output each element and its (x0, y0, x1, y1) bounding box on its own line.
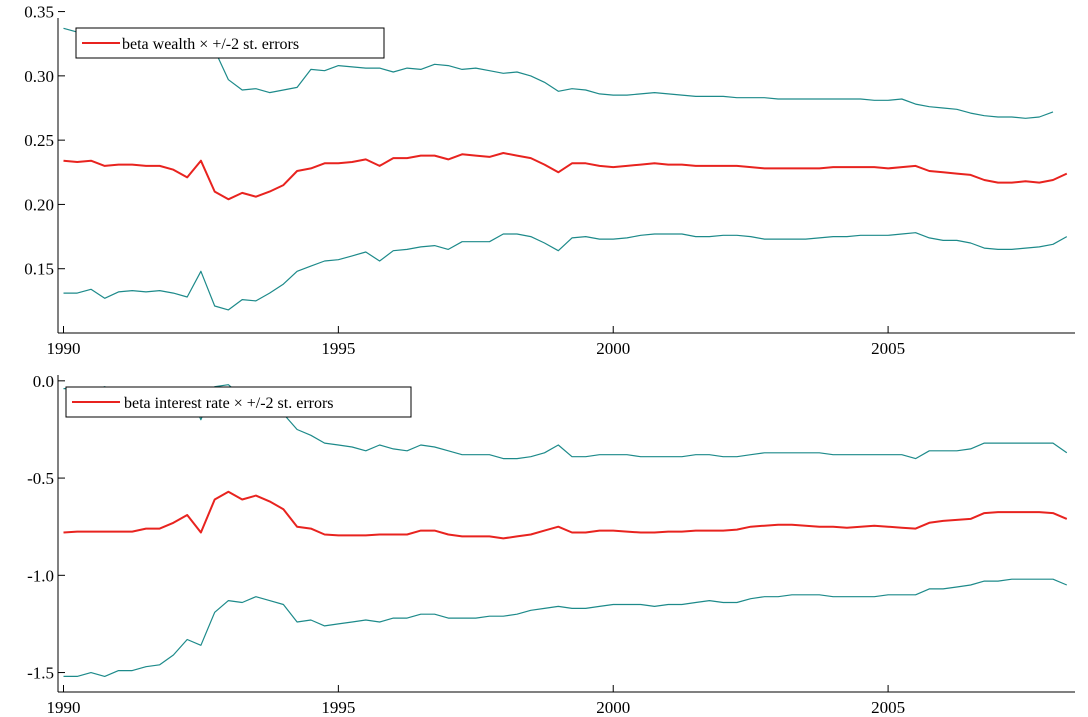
y-ticks: 0.15 0.20 0.25 0.30 0.35 (24, 3, 65, 279)
series-line-lower (63, 578, 1068, 678)
y-tick-label: 0.0 (33, 372, 54, 391)
y-tick-label: 0.15 (24, 260, 54, 279)
series-line-beta (63, 490, 1068, 540)
y-tick-label: 0.35 (24, 3, 54, 22)
legend-box (75, 27, 385, 59)
y-tick-label: 0.25 (24, 131, 54, 150)
y-tick-label: -1.0 (27, 566, 54, 585)
interest-rate-panel: -1.5 -1.0 -0.5 0.0 1990 1995 2000 2005 beta in… (27, 372, 1075, 717)
x-tick-label: 1995 (321, 698, 355, 717)
y-tick-label: 0.30 (24, 67, 54, 86)
y-tick-label: -1.5 (27, 664, 54, 683)
legend-box (65, 386, 412, 418)
y-ticks: -1.5 -1.0 -0.5 0.0 (27, 372, 65, 683)
legend-label: beta wealth × +/-2 st. errors (122, 36, 299, 53)
legend: beta interest rate × +/-2 st. errors (65, 386, 412, 418)
series-line-upper (63, 27, 1054, 119)
x-ticks: 1990 1995 2000 2005 (46, 326, 905, 358)
legend: beta wealth × +/-2 st. errors (75, 27, 385, 59)
series-lines (63, 384, 1068, 678)
series-line-beta (63, 152, 1068, 201)
x-tick-label: 2000 (596, 698, 630, 717)
series-line-lower (63, 232, 1068, 311)
y-tick-label: -0.5 (27, 469, 54, 488)
series-lines (63, 27, 1068, 311)
legend-label: beta interest rate × +/-2 st. errors (124, 395, 334, 412)
x-tick-label: 2005 (871, 339, 905, 358)
x-tick-label: 1995 (321, 339, 355, 358)
x-tick-label: 1990 (46, 339, 80, 358)
x-tick-label: 1990 (46, 698, 80, 717)
wealth-panel: 0.15 0.20 0.25 0.30 0.35 1990 1995 2000 2005 be… (24, 3, 1075, 358)
y-tick-label: 0.20 (24, 195, 54, 214)
x-tick-label: 2005 (871, 698, 905, 717)
x-tick-label: 2000 (596, 339, 630, 358)
x-ticks: 1990 1995 2000 2005 (46, 685, 905, 717)
